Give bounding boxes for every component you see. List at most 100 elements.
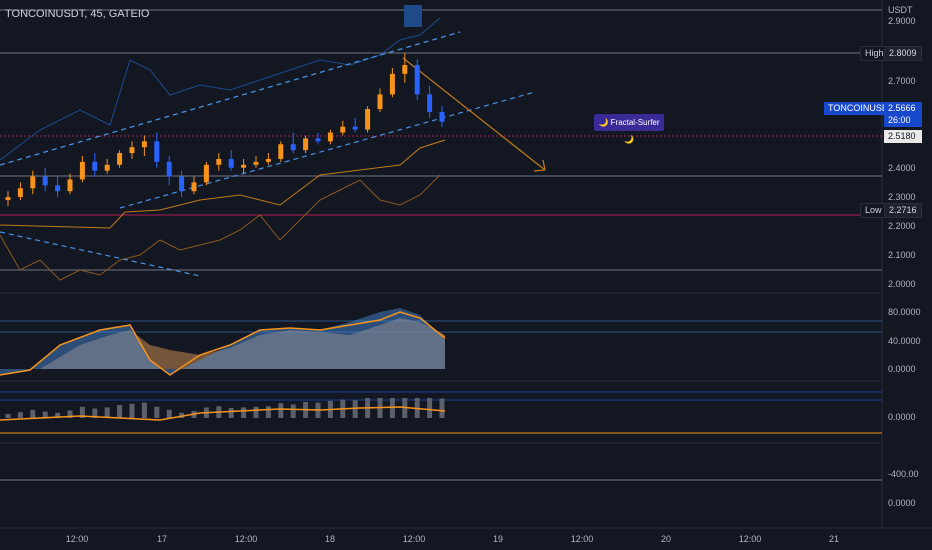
histogram-bar: [55, 412, 61, 418]
candle-body: [352, 126, 358, 130]
candle-body: [389, 73, 395, 95]
candle-body: [129, 147, 135, 154]
bottom-tick-label: 0.0000: [888, 498, 916, 508]
time-tick-label: 12:00: [403, 534, 426, 544]
histogram-bar: [352, 400, 358, 418]
indicator-badge[interactable]: 🌙 Fractal-Surfer 🌙: [594, 114, 664, 144]
flag-marker: [404, 5, 422, 27]
candle-body: [179, 176, 185, 192]
projection-arrow: [402, 57, 546, 171]
candle-body: [191, 182, 197, 192]
currency-label: USDT: [888, 5, 913, 15]
histogram-bar: [117, 405, 123, 418]
histogram-bar: [439, 398, 445, 418]
symbol-header[interactable]: TONCOINUSDT, 45, GATEIO: [5, 8, 150, 20]
histogram-bar: [141, 402, 147, 418]
candles-group: [5, 53, 445, 206]
osc-tick-label: 0.0000: [888, 364, 916, 374]
candle-body: [104, 164, 110, 171]
histogram-bar: [179, 412, 185, 418]
price-axis: 2.90002.80002.70002.60002.50002.40002.30…: [888, 16, 921, 508]
time-tick-label: 20: [661, 534, 671, 544]
hist-tick-label: 0.0000: [888, 412, 916, 422]
low-label: Low: [860, 203, 887, 218]
candle-body: [30, 176, 36, 189]
candle-body: [365, 109, 371, 130]
histogram-bar: [104, 407, 110, 418]
histogram-bar: [79, 406, 85, 418]
histogram-bar: [129, 403, 135, 418]
candle-body: [42, 176, 48, 186]
candle-body: [141, 141, 147, 148]
upper-band-line: [0, 17, 441, 161]
candle-body: [290, 144, 296, 151]
histogram-bar: [154, 406, 160, 418]
candle-body: [67, 179, 73, 192]
price-tick-label: 2.3000: [888, 192, 916, 202]
histogram-bar: [42, 411, 48, 418]
oscillator-line: [0, 311, 446, 376]
histogram-bar: [67, 410, 73, 418]
mid-band-line: [0, 139, 446, 229]
candle-body: [377, 94, 383, 110]
oscillator-area-blue: [0, 308, 445, 375]
histogram-bar: [427, 398, 433, 418]
oscillator-area: [0, 318, 445, 369]
candle-body: [166, 161, 172, 177]
histogram-bar: [253, 406, 259, 418]
time-tick-label: 12:00: [739, 534, 762, 544]
histogram-bar: [228, 408, 234, 418]
time-tick-label: 12:00: [571, 534, 594, 544]
price-tick-label: 2.2000: [888, 221, 916, 231]
bottom-tick-label: -400.00: [888, 469, 919, 479]
candle-body: [228, 158, 234, 168]
histogram-bar: [241, 407, 247, 418]
trend-channel-upper: [0, 31, 461, 166]
histogram-bar: [5, 414, 11, 418]
time-tick-label: 19: [493, 534, 503, 544]
candle-body: [117, 153, 123, 165]
candle-body: [55, 185, 61, 192]
candle-body: [203, 164, 209, 183]
price-tick-label: 2.7000: [888, 76, 916, 86]
histogram-bar: [166, 409, 172, 418]
symbol-tag: TONCOINUSDT: [824, 102, 898, 115]
candle-body: [154, 141, 160, 162]
candle-body: [303, 138, 309, 151]
candle-body: [253, 161, 259, 165]
price-tick-label: 2.4000: [888, 163, 916, 173]
candle-body: [278, 144, 284, 159]
low-value: 2.2716: [884, 203, 922, 218]
time-tick-label: 17: [157, 534, 167, 544]
osc-tick-label: 80.0000: [888, 307, 921, 317]
candle-body: [79, 161, 85, 180]
candle-body: [265, 158, 271, 162]
time-tick-label: 12:00: [235, 534, 258, 544]
candle-body: [327, 132, 333, 142]
candle-body: [315, 138, 321, 142]
time-axis: 12:00 17 12:00 18 12:00 19 12:00 20 12:00 21: [66, 534, 839, 544]
candle-body: [439, 112, 445, 122]
histogram-bar: [278, 403, 284, 418]
candle-body: [5, 197, 11, 200]
histogram-bar: [30, 409, 36, 418]
candle-body: [427, 94, 433, 112]
histogram-bar: [389, 398, 395, 418]
candle-body: [402, 65, 408, 74]
price-line-tag: 2.5180: [884, 130, 922, 143]
histogram-bar: [17, 412, 23, 418]
osc-tick-label: 40.0000: [888, 336, 921, 346]
symbol-countdown: 26:00: [884, 114, 922, 127]
time-tick-label: 12:00: [66, 534, 89, 544]
trend-line-down: [0, 231, 201, 277]
histogram-bar: [92, 408, 98, 418]
lagging-line: [0, 174, 441, 281]
symbol-price: 2.5666: [884, 102, 922, 115]
time-tick-label: 18: [325, 534, 335, 544]
candle-body: [241, 164, 247, 168]
time-tick-label: 21: [829, 534, 839, 544]
candle-body: [216, 158, 222, 165]
price-tick-label: 2.1000: [888, 250, 916, 260]
histogram-bar: [290, 404, 296, 418]
